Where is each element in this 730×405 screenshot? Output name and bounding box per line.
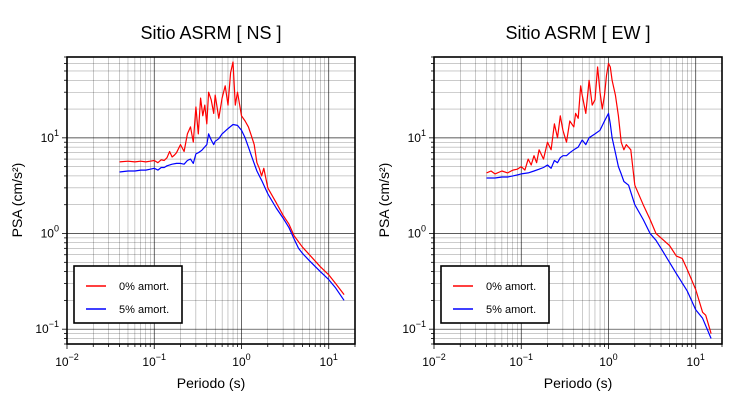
axis-ticks [62, 56, 356, 349]
y-axis-label: PSA (cm/s²) [9, 163, 25, 238]
legend-box [73, 265, 183, 324]
legend: 0% amort. 5% amort. [440, 265, 550, 324]
x-tick-label: 101 [320, 352, 338, 369]
y-tick-label: 10−1 [402, 319, 426, 336]
legend: 0% amort. 5% amort. [73, 265, 183, 324]
x-tick-label: 10−2 [422, 352, 446, 369]
grid [67, 57, 355, 344]
legend-box [440, 265, 550, 324]
legend-label: 5% amort. [486, 304, 536, 316]
chart-title: Sitio ASRM [ EW ] [505, 23, 650, 43]
series-line-5-amort [119, 123, 345, 301]
legend-label: 0% amort. [486, 281, 536, 293]
chart-panel-ns: Sitio ASRM [ NS ] Periodo (s) PSA (cm/s²… [9, 23, 356, 391]
series-line-5-amort [486, 112, 712, 339]
y-tick-label: 100 [41, 224, 59, 241]
x-tick-label: 100 [232, 352, 250, 369]
x-tick-label: 10−1 [142, 352, 166, 369]
x-axis-label: Periodo (s) [544, 375, 612, 391]
axis-ticks [429, 56, 723, 349]
legend-label: 0% amort. [119, 281, 169, 293]
y-axis-label: PSA (cm/s²) [376, 163, 392, 238]
x-axis-label: Periodo (s) [177, 375, 245, 391]
plot-frame [433, 56, 723, 345]
series-line-0-amort [486, 62, 712, 334]
chart-title: Sitio ASRM [ NS ] [140, 23, 281, 43]
series-line-0-amort [119, 61, 345, 295]
chart-panel-ew: Sitio ASRM [ EW ] Periodo (s) PSA (cm/s²… [376, 23, 723, 391]
plot-frame [66, 56, 356, 345]
x-tick-label: 101 [687, 352, 705, 369]
x-tick-label: 10−1 [509, 352, 533, 369]
legend-label: 5% amort. [119, 304, 169, 316]
y-tick-label: 10−1 [35, 319, 59, 336]
y-tick-label: 101 [41, 128, 59, 145]
y-tick-label: 100 [408, 224, 426, 241]
y-tick-label: 101 [408, 128, 426, 145]
x-tick-label: 10−2 [55, 352, 79, 369]
x-tick-label: 100 [599, 352, 617, 369]
